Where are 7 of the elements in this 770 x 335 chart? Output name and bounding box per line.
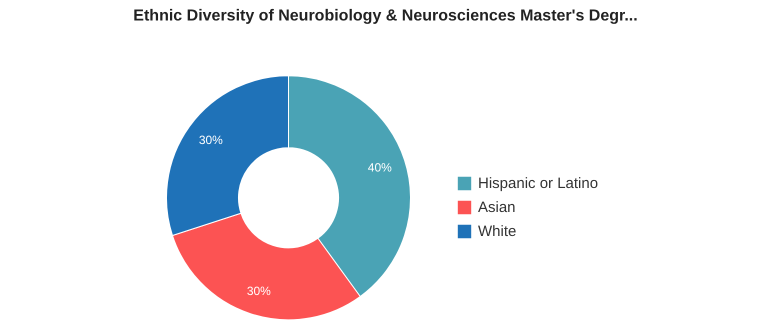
chart-title: Ethnic Diversity of Neurobiology & Neurosciences Master's Degr...: [133, 8, 638, 24]
data-label: 30%: [246, 284, 272, 298]
data-label: 30%: [198, 133, 224, 148]
data-label: 40%: [368, 160, 392, 175]
legend-label: White: [478, 222, 516, 240]
legend-label: Hispanic or Latino: [478, 174, 598, 192]
legend-label: Asian: [478, 198, 516, 216]
